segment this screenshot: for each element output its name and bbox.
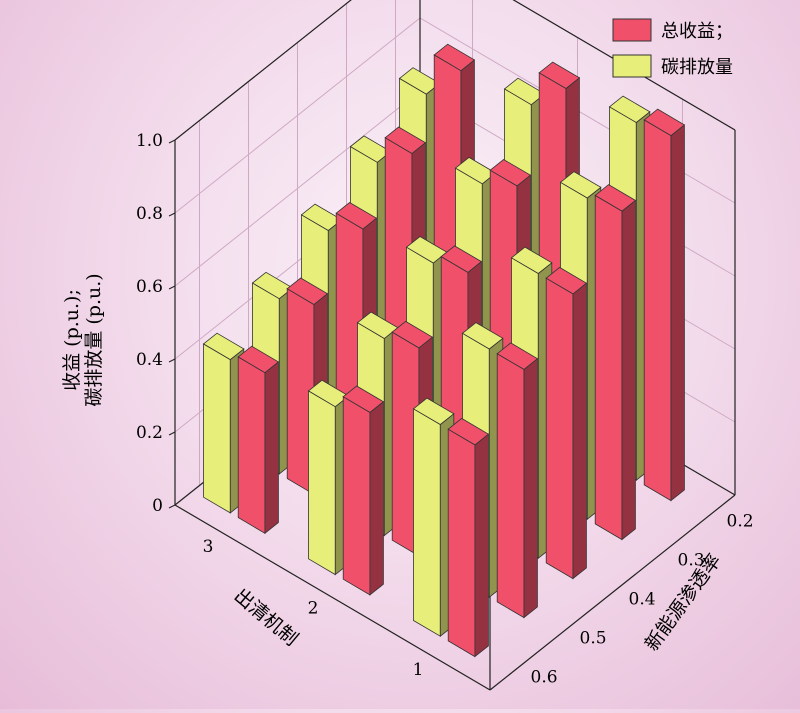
axis-frame-line (174, 504, 491, 691)
bar-total-revenue (545, 266, 588, 580)
bar-face-front (545, 277, 574, 580)
depth-tick-label: 0.2 (727, 512, 754, 532)
z-tick-mark (168, 504, 176, 509)
bar-face-top (440, 245, 483, 273)
bar-face-side (369, 400, 384, 596)
legend-label-carbon-emission: 碳排放量 (661, 57, 733, 78)
bar-face-top (643, 108, 686, 137)
bar-total-revenue (447, 417, 490, 658)
bar-face-top (286, 277, 329, 305)
bar-face-front (643, 119, 672, 502)
bar-carbon-emission (412, 397, 455, 638)
axis-frame-line (489, 494, 736, 691)
depth-tick-label: 0.4 (629, 590, 656, 610)
depth-tick-label: 0.5 (580, 629, 607, 649)
bar-face-top (433, 43, 476, 72)
bar-face-side (572, 282, 587, 580)
bar-face-side (264, 361, 279, 535)
z-tick-label: 1.0 (136, 131, 163, 151)
bar-face-top (608, 95, 651, 123)
bar-total-revenue (643, 108, 686, 502)
axis-frame-line (512, 0, 736, 131)
bar-face-front (342, 396, 371, 596)
bar-face-top (384, 126, 427, 154)
bar-layer (202, 43, 686, 658)
bar-total-revenue (594, 184, 637, 541)
bar-face-top (559, 171, 602, 199)
z-tick-label: 0.4 (136, 350, 163, 370)
bar-face-top (342, 385, 385, 413)
bar-face-front (447, 428, 476, 658)
bar-face-side (670, 124, 685, 502)
z-tick-mark (168, 285, 176, 290)
bar-face-front (496, 353, 525, 619)
bar-face-top (461, 322, 504, 350)
depth-tick-label: 0.6 (531, 668, 558, 688)
z-tick-label: 0.6 (136, 277, 163, 297)
bar-face-top (545, 266, 588, 295)
bar-face-top (202, 332, 245, 361)
bar-face-side (523, 357, 538, 619)
z-tick-label: 0.8 (136, 204, 163, 224)
bar-face-top (538, 61, 581, 89)
legend-swatch-total-revenue (612, 18, 652, 42)
z-tick-mark (168, 358, 176, 363)
bar-total-revenue (237, 345, 280, 535)
bar-face-top (237, 345, 280, 374)
z-tick-mark (168, 212, 176, 217)
bar-face-top (594, 184, 637, 212)
bar-face-top (412, 397, 455, 425)
depth-tick-label: 0.3 (678, 551, 705, 571)
x-tick-label: 2 (308, 599, 319, 619)
legend-label-total-revenue: 总收益； (661, 21, 733, 42)
z-tick-label: 0 (152, 496, 163, 516)
y-axis-title-line2: 碳排放量 (p.u.) (83, 273, 105, 406)
bar-face-front (594, 194, 623, 541)
bar-face-top (510, 246, 553, 274)
bar-face-side (474, 433, 489, 658)
bar-carbon-emission (307, 379, 350, 576)
axis-frame-line (174, 0, 352, 141)
bar-face-top (489, 159, 532, 187)
bar-face-top (335, 202, 378, 230)
bar-total-revenue (342, 385, 385, 596)
legend-swatch-carbon-emission (612, 54, 652, 78)
bar-carbon-emission (202, 332, 245, 514)
x-tick-label: 1 (413, 660, 424, 680)
bar-face-top (447, 417, 490, 446)
bar-face-top (391, 320, 434, 349)
x-tick-label: 3 (203, 537, 214, 557)
z-tick-label: 0.2 (136, 423, 163, 443)
bar-face-front (203, 343, 231, 514)
legend: 总收益； 碳排放量 (612, 18, 733, 78)
bar-total-revenue (496, 342, 539, 619)
bar-face-front (308, 390, 336, 576)
z-tick-mark (168, 431, 176, 436)
bar-face-front (413, 408, 441, 637)
y-axis-title-line1: 收益 (p.u.); (61, 289, 83, 391)
x-axis-title: 出清机制 (230, 585, 302, 651)
bar-face-front (237, 356, 266, 535)
bar-face-top (496, 342, 539, 370)
z-tick-mark (168, 139, 176, 144)
bar-face-side (621, 199, 636, 541)
